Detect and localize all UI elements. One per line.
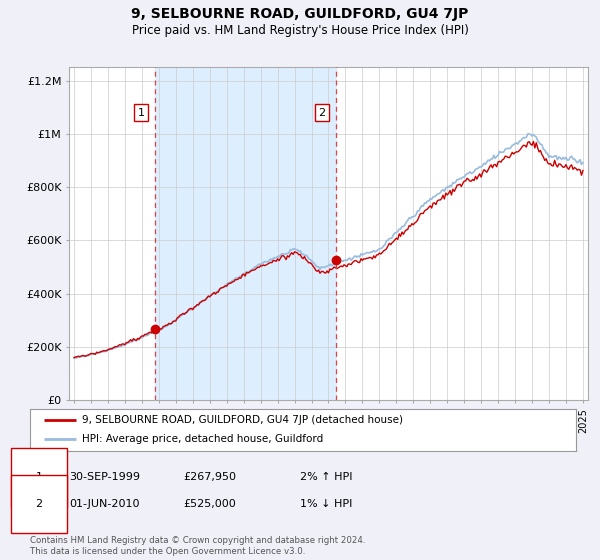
Text: 1: 1 xyxy=(35,472,43,482)
Text: £267,950: £267,950 xyxy=(183,472,236,482)
Bar xyxy=(155,67,335,400)
Text: 30-SEP-1999: 30-SEP-1999 xyxy=(69,472,140,482)
Text: 2: 2 xyxy=(319,108,326,118)
Text: Price paid vs. HM Land Registry's House Price Index (HPI): Price paid vs. HM Land Registry's House … xyxy=(131,24,469,37)
Text: 2: 2 xyxy=(35,499,43,509)
Text: 9, SELBOURNE ROAD, GUILDFORD, GU4 7JP (detached house): 9, SELBOURNE ROAD, GUILDFORD, GU4 7JP (d… xyxy=(82,415,403,425)
Text: Contains HM Land Registry data © Crown copyright and database right 2024.
This d: Contains HM Land Registry data © Crown c… xyxy=(30,536,365,556)
Text: £525,000: £525,000 xyxy=(183,499,236,509)
Text: 1% ↓ HPI: 1% ↓ HPI xyxy=(300,499,352,509)
Text: 01-JUN-2010: 01-JUN-2010 xyxy=(69,499,139,509)
Text: 1: 1 xyxy=(137,108,145,118)
Text: 2% ↑ HPI: 2% ↑ HPI xyxy=(300,472,353,482)
Text: 9, SELBOURNE ROAD, GUILDFORD, GU4 7JP: 9, SELBOURNE ROAD, GUILDFORD, GU4 7JP xyxy=(131,7,469,21)
Text: HPI: Average price, detached house, Guildford: HPI: Average price, detached house, Guil… xyxy=(82,435,323,445)
